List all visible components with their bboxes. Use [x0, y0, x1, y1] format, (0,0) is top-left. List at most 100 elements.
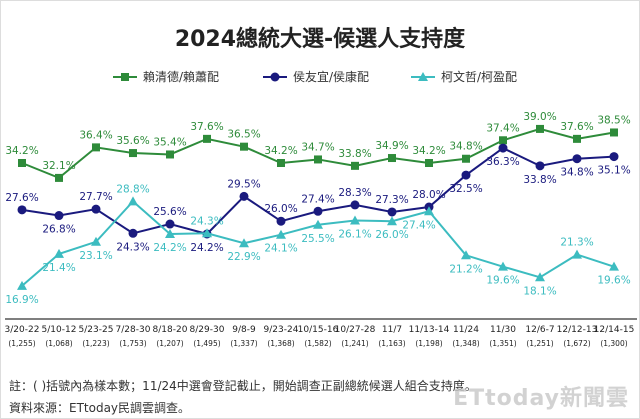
data-point-triangle [535, 272, 545, 282]
source-note: 資料來源：ETtoday民調雲調查。 [9, 401, 191, 415]
x-tick-label: 9/23-24 [264, 325, 299, 335]
data-label: 35.6% [116, 135, 149, 147]
data-label: 28.0% [412, 189, 445, 201]
x-tick-label: 7/28-30 [116, 325, 151, 335]
data-label: 38.5% [597, 114, 630, 126]
x-tick-label: 11/13-14 [409, 325, 450, 335]
data-point-triangle [498, 261, 508, 271]
data-point-square [240, 142, 248, 151]
data-label: 26.8% [42, 224, 75, 236]
data-label: 26.1% [338, 229, 371, 241]
data-label: 39.0% [523, 111, 556, 123]
data-point-circle [350, 200, 360, 210]
data-point-circle [572, 154, 582, 164]
data-point-square [55, 173, 63, 182]
data-point-circle [387, 207, 397, 217]
data-point-triangle [128, 196, 138, 206]
data-label: 24.2% [190, 242, 223, 254]
data-point-circle [165, 219, 175, 229]
data-label: 19.6% [486, 275, 519, 287]
data-point-circle [313, 206, 323, 216]
data-point-square [388, 154, 396, 163]
data-point-triangle [54, 248, 64, 258]
data-label: 34.2% [264, 145, 297, 157]
legend-circle-marker-icon [263, 72, 287, 81]
legend-item-lai: 賴清德/賴蕭配 [113, 68, 219, 85]
x-tick-label: 12/6-7 [525, 325, 554, 335]
x-tick-label: 12/14-15 [594, 325, 635, 335]
ettoday-logo: ETtoday新聞雲 [453, 386, 629, 411]
data-label: 33.8% [338, 148, 371, 160]
data-point-square [499, 136, 507, 145]
data-label: 27.4% [402, 219, 435, 231]
legend-triangle-marker-icon [411, 71, 435, 81]
data-label: 35.1% [597, 165, 630, 177]
data-point-circle [461, 170, 471, 180]
data-label: 36.5% [227, 129, 260, 141]
data-point-triangle [276, 229, 286, 239]
sample-size-label: (1,223) [82, 339, 109, 348]
data-label: 24.3% [116, 241, 149, 253]
sample-size-label: (1,495) [193, 339, 220, 348]
data-point-square [129, 149, 137, 158]
data-point-circle [535, 161, 545, 171]
data-label: 22.9% [227, 251, 260, 263]
data-point-square [166, 150, 174, 159]
sample-size-label: (1,351) [489, 339, 516, 348]
sample-size-label: (1,368) [267, 339, 294, 348]
sample-size-label: (1,753) [119, 339, 146, 348]
data-label: 36.4% [79, 129, 112, 141]
x-tick-label: 10/27-28 [335, 325, 376, 335]
data-point-triangle [572, 249, 582, 259]
data-label: 18.1% [523, 285, 556, 297]
x-tick-label: 5/23-25 [79, 325, 114, 335]
legend-item-hou: 侯友宜/侯康配 [263, 68, 369, 85]
sample-size-label: (1,348) [452, 339, 479, 348]
chart-title: 2024總統大選-候選人支持度 [174, 27, 466, 52]
data-point-square [573, 134, 581, 143]
data-label: 37.6% [190, 121, 223, 133]
data-point-square [536, 124, 544, 133]
data-point-triangle [17, 280, 27, 290]
data-label: 21.3% [560, 237, 593, 249]
data-point-circle [17, 205, 27, 215]
data-point-circle [276, 216, 286, 226]
sample-size-label: (1,163) [378, 339, 405, 348]
data-label: 24.2% [153, 242, 186, 254]
sample-size-label: (1,582) [304, 339, 331, 348]
data-point-square [462, 154, 470, 163]
data-label: 25.5% [301, 233, 334, 245]
data-point-circle [239, 191, 249, 201]
data-point-triangle [461, 250, 471, 260]
data-label: 26.0% [264, 203, 297, 215]
data-point-square [203, 134, 211, 143]
data-label: 28.8% [116, 183, 149, 195]
data-label: 35.4% [153, 136, 186, 148]
data-point-triangle [313, 219, 323, 229]
data-label: 26.0% [375, 229, 408, 241]
data-point-square [277, 159, 285, 167]
data-label: 37.6% [560, 121, 593, 133]
data-point-circle [54, 211, 64, 221]
data-label: 34.2% [5, 145, 38, 157]
sample-size-label: (1,068) [45, 339, 72, 348]
x-tick-label: 11/24 [453, 325, 479, 335]
legend-label: 賴清德/賴蕭配 [143, 70, 220, 84]
sample-size-label: (1,241) [341, 339, 368, 348]
data-label: 24.1% [264, 243, 297, 255]
x-tick-label: 9/8-9 [232, 325, 256, 335]
sample-size-label: (1,255) [8, 339, 35, 348]
x-tick-label: 11/30 [490, 325, 516, 335]
data-point-circle [91, 204, 101, 214]
data-label: 27.4% [301, 193, 334, 205]
data-point-circle [498, 143, 508, 153]
legend-item-ko: 柯文哲/柯盈配 [411, 68, 517, 85]
data-point-triangle [424, 206, 434, 216]
data-label: 29.5% [227, 178, 260, 190]
sample-size-label: (1,207) [156, 339, 183, 348]
legend-square-marker-icon [113, 72, 137, 81]
data-label: 34.8% [449, 141, 482, 153]
sample-size-label: (1,672) [563, 339, 590, 348]
